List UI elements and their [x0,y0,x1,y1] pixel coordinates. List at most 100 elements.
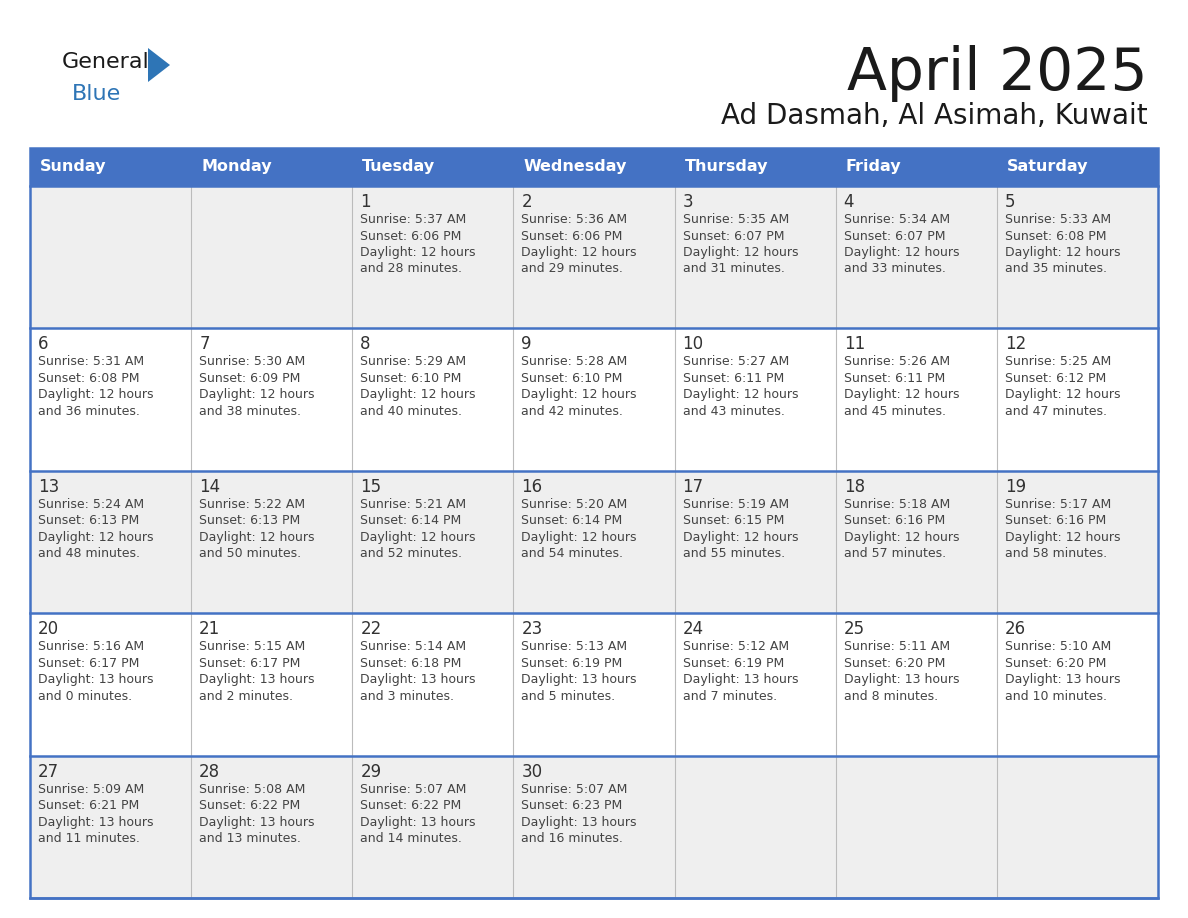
Text: and 50 minutes.: and 50 minutes. [200,547,302,560]
Text: 21: 21 [200,621,221,638]
Text: Sunrise: 5:30 AM: Sunrise: 5:30 AM [200,355,305,368]
Text: Sunrise: 5:11 AM: Sunrise: 5:11 AM [843,640,950,654]
Text: Sunrise: 5:10 AM: Sunrise: 5:10 AM [1005,640,1111,654]
Text: 29: 29 [360,763,381,780]
Text: Daylight: 12 hours: Daylight: 12 hours [843,246,959,259]
Bar [30,148,191,186]
Text: Sunrise: 5:16 AM: Sunrise: 5:16 AM [38,640,144,654]
Text: Sunset: 6:17 PM: Sunset: 6:17 PM [200,656,301,670]
Text: Thursday: Thursday [684,160,769,174]
Text: and 36 minutes.: and 36 minutes. [38,405,140,418]
Text: Daylight: 12 hours: Daylight: 12 hours [843,388,959,401]
Text: 26: 26 [1005,621,1026,638]
Text: Sunset: 6:17 PM: Sunset: 6:17 PM [38,656,139,670]
Text: and 52 minutes.: and 52 minutes. [360,547,462,560]
Text: Sunrise: 5:29 AM: Sunrise: 5:29 AM [360,355,467,368]
Text: and 35 minutes.: and 35 minutes. [1005,263,1107,275]
Text: 18: 18 [843,477,865,496]
Text: Sunrise: 5:14 AM: Sunrise: 5:14 AM [360,640,467,654]
Text: and 14 minutes.: and 14 minutes. [360,832,462,845]
Text: 12: 12 [1005,335,1026,353]
Text: Wednesday: Wednesday [524,160,627,174]
Text: Sunset: 6:13 PM: Sunset: 6:13 PM [38,514,139,527]
Text: Daylight: 12 hours: Daylight: 12 hours [38,531,153,543]
Text: Daylight: 12 hours: Daylight: 12 hours [360,246,475,259]
Text: 1: 1 [360,193,371,211]
Text: and 33 minutes.: and 33 minutes. [843,263,946,275]
Bar [835,148,997,186]
Text: 16: 16 [522,477,543,496]
Text: Sunday: Sunday [40,160,107,174]
Text: Daylight: 12 hours: Daylight: 12 hours [1005,246,1120,259]
Text: Sunset: 6:19 PM: Sunset: 6:19 PM [522,656,623,670]
Text: Sunset: 6:14 PM: Sunset: 6:14 PM [360,514,461,527]
Text: Sunrise: 5:17 AM: Sunrise: 5:17 AM [1005,498,1111,510]
Bar [30,186,1158,329]
Text: Sunrise: 5:33 AM: Sunrise: 5:33 AM [1005,213,1111,226]
Text: and 8 minutes.: and 8 minutes. [843,689,937,702]
Text: Sunrise: 5:31 AM: Sunrise: 5:31 AM [38,355,144,368]
Text: Sunrise: 5:22 AM: Sunrise: 5:22 AM [200,498,305,510]
Text: 3: 3 [683,193,693,211]
Bar [30,613,1158,756]
Text: Daylight: 12 hours: Daylight: 12 hours [360,531,475,543]
Text: 24: 24 [683,621,703,638]
Bar [30,148,1158,898]
Text: and 11 minutes.: and 11 minutes. [38,832,140,845]
Text: 10: 10 [683,335,703,353]
Text: 7: 7 [200,335,209,353]
Text: Daylight: 13 hours: Daylight: 13 hours [522,815,637,829]
Text: Daylight: 12 hours: Daylight: 12 hours [200,388,315,401]
Text: Daylight: 13 hours: Daylight: 13 hours [200,673,315,686]
Text: Daylight: 13 hours: Daylight: 13 hours [360,815,475,829]
Text: 23: 23 [522,621,543,638]
Text: 5: 5 [1005,193,1016,211]
Text: Daylight: 12 hours: Daylight: 12 hours [38,388,153,401]
Text: Daylight: 13 hours: Daylight: 13 hours [1005,673,1120,686]
Text: and 47 minutes.: and 47 minutes. [1005,405,1107,418]
Text: Sunset: 6:16 PM: Sunset: 6:16 PM [843,514,944,527]
Text: Sunrise: 5:26 AM: Sunrise: 5:26 AM [843,355,950,368]
Text: 13: 13 [38,477,59,496]
Text: Sunrise: 5:18 AM: Sunrise: 5:18 AM [843,498,950,510]
Text: and 29 minutes.: and 29 minutes. [522,263,624,275]
Text: April 2025: April 2025 [847,45,1148,102]
Text: Sunset: 6:09 PM: Sunset: 6:09 PM [200,372,301,385]
Text: Daylight: 12 hours: Daylight: 12 hours [200,531,315,543]
Text: Sunset: 6:10 PM: Sunset: 6:10 PM [522,372,623,385]
Bar [997,148,1158,186]
Text: Sunrise: 5:37 AM: Sunrise: 5:37 AM [360,213,467,226]
Text: Sunset: 6:22 PM: Sunset: 6:22 PM [360,799,461,812]
Text: 27: 27 [38,763,59,780]
Text: Sunset: 6:14 PM: Sunset: 6:14 PM [522,514,623,527]
Text: Sunset: 6:21 PM: Sunset: 6:21 PM [38,799,139,812]
Text: Sunset: 6:10 PM: Sunset: 6:10 PM [360,372,462,385]
Text: 30: 30 [522,763,543,780]
Text: Daylight: 13 hours: Daylight: 13 hours [843,673,959,686]
Text: 19: 19 [1005,477,1026,496]
Bar [353,148,513,186]
Text: and 16 minutes.: and 16 minutes. [522,832,624,845]
Text: Daylight: 12 hours: Daylight: 12 hours [522,388,637,401]
Text: and 2 minutes.: and 2 minutes. [200,689,293,702]
Text: Daylight: 12 hours: Daylight: 12 hours [843,531,959,543]
Bar [30,471,1158,613]
Text: Friday: Friday [846,160,902,174]
Bar [513,148,675,186]
Text: and 42 minutes.: and 42 minutes. [522,405,624,418]
Text: Daylight: 13 hours: Daylight: 13 hours [683,673,798,686]
Text: Sunset: 6:08 PM: Sunset: 6:08 PM [1005,230,1106,242]
Text: Sunrise: 5:15 AM: Sunrise: 5:15 AM [200,640,305,654]
Text: Sunset: 6:13 PM: Sunset: 6:13 PM [200,514,301,527]
Text: Sunrise: 5:09 AM: Sunrise: 5:09 AM [38,783,144,796]
Text: and 5 minutes.: and 5 minutes. [522,689,615,702]
Text: and 40 minutes.: and 40 minutes. [360,405,462,418]
Text: Saturday: Saturday [1007,160,1088,174]
Text: Sunset: 6:19 PM: Sunset: 6:19 PM [683,656,784,670]
Text: Sunset: 6:06 PM: Sunset: 6:06 PM [360,230,462,242]
Text: and 57 minutes.: and 57 minutes. [843,547,946,560]
Text: and 55 minutes.: and 55 minutes. [683,547,785,560]
Text: 22: 22 [360,621,381,638]
Text: 20: 20 [38,621,59,638]
Text: and 3 minutes.: and 3 minutes. [360,689,454,702]
